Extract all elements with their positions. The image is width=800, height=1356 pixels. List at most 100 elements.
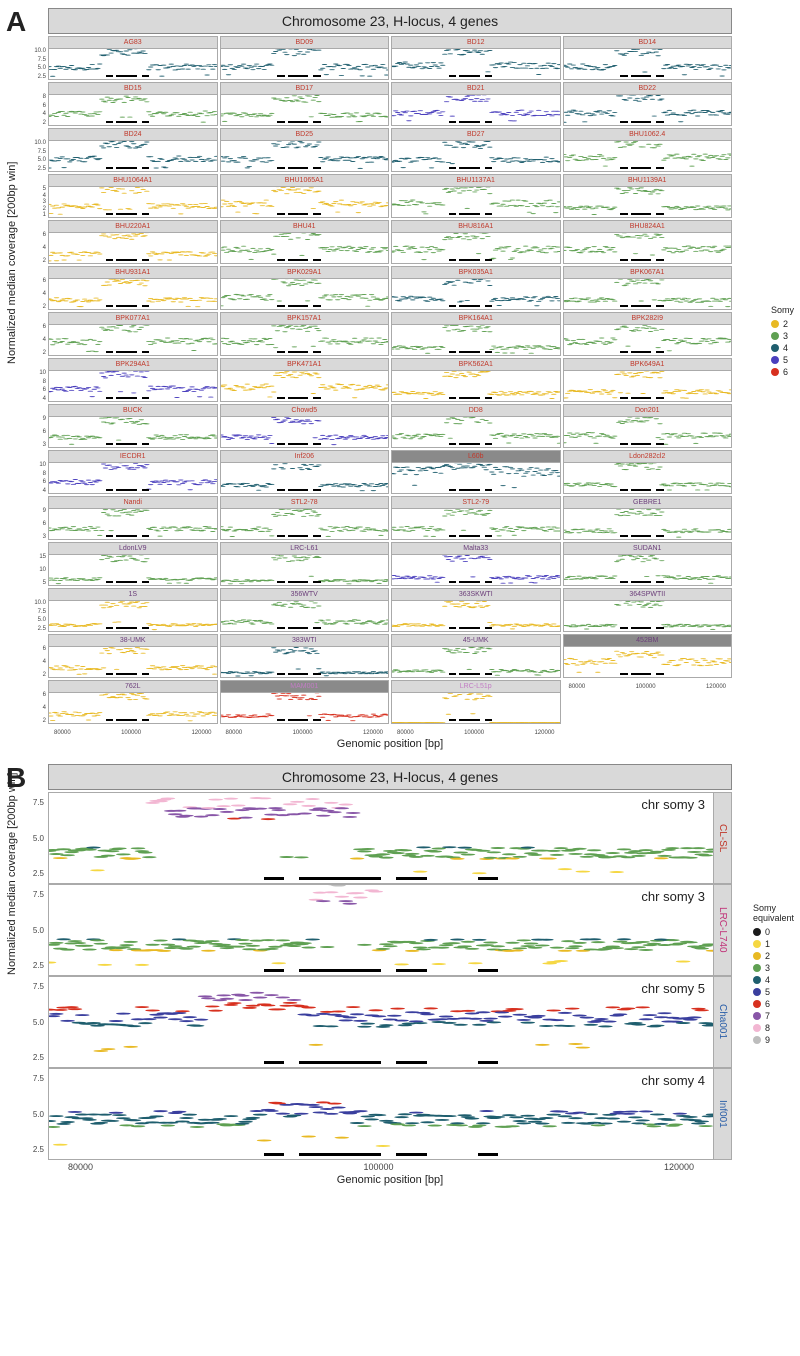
panel-a-title: Chromosome 23, H-locus, 4 genes (48, 8, 732, 34)
facet-BD09: BD09 (220, 36, 390, 80)
legend-dot-icon (753, 964, 761, 972)
legend-label: 5 (783, 355, 788, 365)
panel-b-xticks: 80000100000120000 (48, 1160, 714, 1172)
facet-header: BHU1062.4 (563, 128, 733, 140)
panel-a-grid: AG8310.07.55.02.5BD09BD12BD14BD158642BD1… (48, 36, 732, 724)
facet-header: 762L (48, 680, 218, 692)
facet-plot (563, 278, 733, 310)
legend-dot-icon (771, 368, 779, 376)
facet-plot (220, 140, 390, 172)
legend-dot-icon (753, 940, 761, 948)
facet-header: BD25 (220, 128, 390, 140)
yaxis-ticks: 642 (26, 232, 46, 264)
facet-header: BPK282I9 (563, 312, 733, 324)
somy-label: chr somy 5 (641, 981, 705, 996)
facet-plot (391, 232, 561, 264)
legend-dot-icon (771, 344, 779, 352)
legend-label: 6 (765, 999, 770, 1009)
facet-plot (48, 600, 218, 632)
facet-plot (220, 324, 390, 356)
facet-header: LRC-L51p (391, 680, 561, 692)
facet-header: 45-UMK (391, 634, 561, 646)
facet-BHU1064A1: BHU1064A1 (48, 174, 218, 218)
yaxis-ticks: 10864 (26, 370, 46, 402)
facet-plot (48, 370, 218, 402)
legend-item: 4 (753, 975, 794, 985)
facet-header: BD21 (391, 82, 561, 94)
panel-b-ylabel: Normalized median coverage [200bp win] (6, 773, 18, 975)
facet-Cha001: chr somy 5 Cha001 (48, 976, 732, 1068)
facet-plot (220, 646, 390, 678)
somy-label: chr somy 4 (641, 1073, 705, 1088)
legend-dot-icon (753, 1036, 761, 1044)
yaxis-ticks: 10.07.55.02.5 (26, 600, 46, 632)
yaxis-ticks: 8642 (26, 94, 46, 126)
facet-plot (391, 324, 561, 356)
legend-label: 5 (765, 987, 770, 997)
facet-452BM: 452BM (563, 634, 733, 678)
facet-header: BHU1137A1 (391, 174, 561, 186)
facet-BHU41: BHU41 (220, 220, 390, 264)
facet-Nandi: Nandi (48, 496, 218, 540)
facet-plot (391, 278, 561, 310)
legend-item: 2 (753, 951, 794, 961)
facet-plot (220, 232, 390, 264)
facet-header: LRC-L61 (220, 542, 390, 554)
facet-BD15: BD15 (48, 82, 218, 126)
legend-dot-icon (753, 1024, 761, 1032)
facet-header: BPK294A1 (48, 358, 218, 370)
panel-b-title: Chromosome 23, H-locus, 4 genes (48, 764, 732, 790)
yaxis-ticks: 963 (26, 416, 46, 448)
facet-plot (48, 416, 218, 448)
facet-LdonLV9: LdonLV9 (48, 542, 218, 586)
facet-45-UMK: 45-UMK (391, 634, 561, 678)
facet-BD12: BD12 (391, 36, 561, 80)
legend-item: 3 (771, 331, 794, 341)
facet-AG83: AG83 (48, 36, 218, 80)
facet-strip: Cha001 (714, 976, 732, 1068)
facet-BHU824A1: BHU824A1 (563, 220, 733, 264)
facet-header: L60b (391, 450, 561, 462)
facet-plot (220, 278, 390, 310)
xaxis-ticks: 80000100000120000 (563, 684, 733, 690)
facet-plot (563, 140, 733, 172)
facet-STL2-78: STL2-78 (220, 496, 390, 540)
facet-BHU931A1: BHU931A1 (48, 266, 218, 310)
legend-dot-icon (753, 976, 761, 984)
facet-plot (563, 48, 733, 80)
facet-header: Ldon282cl2 (563, 450, 733, 462)
facet-plot (391, 48, 561, 80)
yaxis-ticks: 642 (26, 646, 46, 678)
facet-header: BPK029A1 (220, 266, 390, 278)
facet-header: STL2-79 (391, 496, 561, 508)
facet-header: BD14 (563, 36, 733, 48)
facet-header: LdonLV9 (48, 542, 218, 554)
facet-BPK294A1: BPK294A1 (48, 358, 218, 402)
facet-header: BHU816A1 (391, 220, 561, 232)
facet-header: BPK164A1 (391, 312, 561, 324)
facet-plot (563, 600, 733, 632)
somy-label: chr somy 3 (641, 797, 705, 812)
legend-label: 4 (783, 343, 788, 353)
facet-header: BPK067A1 (563, 266, 733, 278)
facet-header: Chowd5 (220, 404, 390, 416)
facet-header: Don201 (563, 404, 733, 416)
panel-a-xlabel: Genomic position [bp] (48, 738, 732, 750)
facet-BD27: BD27 (391, 128, 561, 172)
facet-plot (48, 232, 218, 264)
facet-BHU816A1: BHU816A1 (391, 220, 561, 264)
panel-a-ylabel: Normalized median coverage [200bp win] (6, 162, 18, 364)
facet-plot (391, 462, 561, 494)
facet-plot: chr somy 5 (48, 976, 714, 1068)
legend-dot-icon (771, 320, 779, 328)
legend-label: 3 (783, 331, 788, 341)
facet-Inf206: Inf206 (220, 450, 390, 494)
legend-dot-icon (753, 1012, 761, 1020)
facet-plot: chr somy 4 (48, 1068, 714, 1160)
facet-plot (48, 94, 218, 126)
legend-label: 2 (765, 951, 770, 961)
facet-BHU220A1: BHU220A1 (48, 220, 218, 264)
facet-header: SUDAN1 (563, 542, 733, 554)
facet-header: BHU220A1 (48, 220, 218, 232)
facet-1S: 1S (48, 588, 218, 632)
